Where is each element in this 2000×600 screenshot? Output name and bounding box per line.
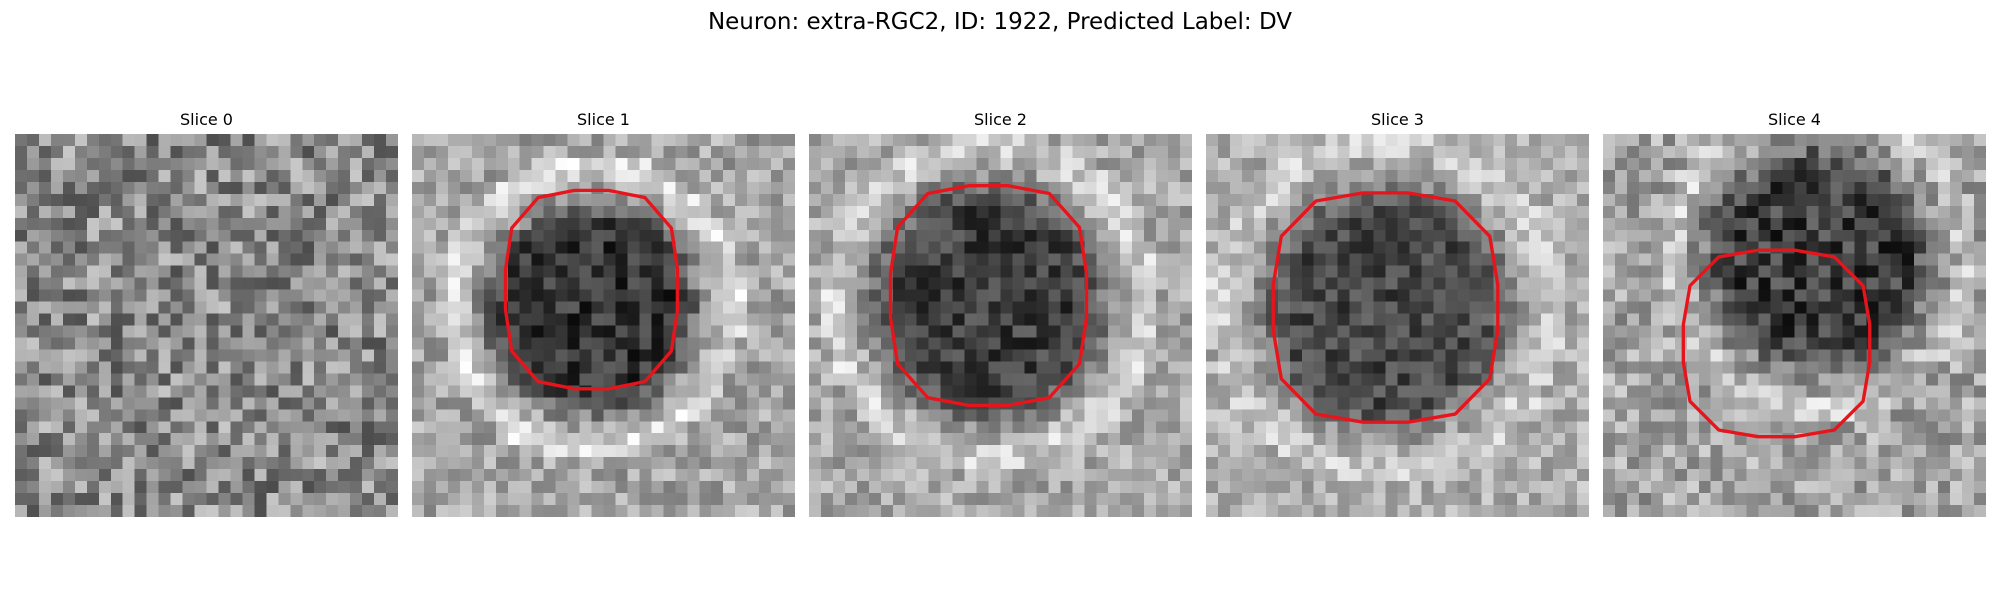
slice-image [15, 134, 398, 517]
slice-title: Slice 2 [974, 110, 1027, 129]
slice-panel-4: Slice 4 [1603, 108, 1986, 520]
roi-outline [1271, 191, 1500, 424]
roi-outline [503, 188, 680, 391]
slice-panel-3: Slice 3 [1206, 108, 1589, 520]
slice-title: Slice 1 [577, 110, 630, 129]
slice-panel-1: Slice 1 [412, 108, 795, 520]
slice-title: Slice 0 [180, 110, 233, 129]
slice-image [1206, 134, 1589, 517]
roi-outline [1681, 248, 1872, 439]
slice-image [412, 134, 795, 517]
roi-outline [888, 184, 1089, 408]
slice-title: Slice 3 [1371, 110, 1424, 129]
slice-image [1603, 134, 1986, 517]
slice-panel-0: Slice 0 [15, 108, 398, 520]
slice-panel-2: Slice 2 [809, 108, 1192, 520]
slice-image [809, 134, 1192, 517]
slice-title: Slice 4 [1768, 110, 1821, 129]
figure-title: Neuron: extra-RGC2, ID: 1922, Predicted … [707, 9, 1293, 35]
